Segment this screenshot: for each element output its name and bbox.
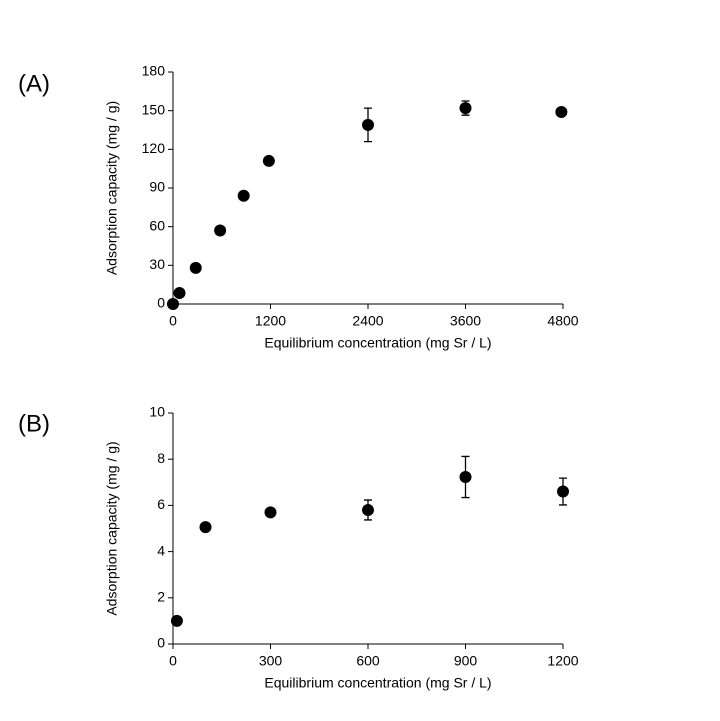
y-tick-label: 150 [142, 101, 166, 117]
x-axis-label: Equilibrium concentration (mg Sr / L) [264, 675, 491, 691]
data-point [237, 189, 250, 202]
x-tick-label: 300 [259, 653, 283, 669]
data-point [555, 105, 568, 118]
y-tick-label: 0 [157, 295, 165, 311]
y-tick-label: 4 [157, 542, 165, 558]
x-tick-label: 600 [356, 653, 380, 669]
data-point [167, 298, 179, 310]
data-point [264, 506, 277, 519]
x-tick-label: 1200 [255, 313, 286, 329]
data-point [173, 287, 186, 300]
data-point [214, 224, 227, 237]
y-tick-label: 2 [157, 589, 165, 605]
y-tick-label: 60 [149, 217, 165, 233]
y-axis-label: Adsorption capacity (mg / g) [104, 441, 120, 615]
y-tick-label: 90 [149, 179, 165, 195]
y-tick-label: 10 [149, 404, 165, 420]
x-tick-label: 2400 [352, 313, 383, 329]
y-tick-label: 6 [157, 496, 165, 512]
x-tick-label: 900 [454, 653, 478, 669]
x-tick-label: 3600 [450, 313, 481, 329]
y-tick-label: 0 [157, 635, 165, 651]
y-tick-label: 8 [157, 450, 165, 466]
y-tick-label: 120 [142, 140, 166, 156]
data-point [262, 154, 275, 167]
y-axis-label: Adsorption capacity (mg / g) [104, 101, 120, 275]
data-point [362, 504, 374, 517]
x-axis-label: Equilibrium concentration (mg Sr / L) [264, 335, 491, 351]
data-point [459, 102, 472, 115]
data-point [362, 118, 374, 131]
data-point [459, 470, 472, 483]
x-tick-label: 0 [169, 313, 177, 329]
panel-label: (A) [18, 70, 50, 97]
x-tick-label: 0 [169, 653, 177, 669]
data-point [557, 485, 569, 498]
data-point [170, 614, 183, 627]
y-tick-label: 180 [142, 63, 166, 79]
data-point [199, 521, 212, 534]
x-tick-label: 1200 [547, 653, 578, 669]
data-point [189, 261, 202, 274]
x-tick-label: 4800 [547, 313, 578, 329]
panel-label: (B) [18, 410, 50, 437]
y-tick-label: 30 [149, 256, 165, 272]
